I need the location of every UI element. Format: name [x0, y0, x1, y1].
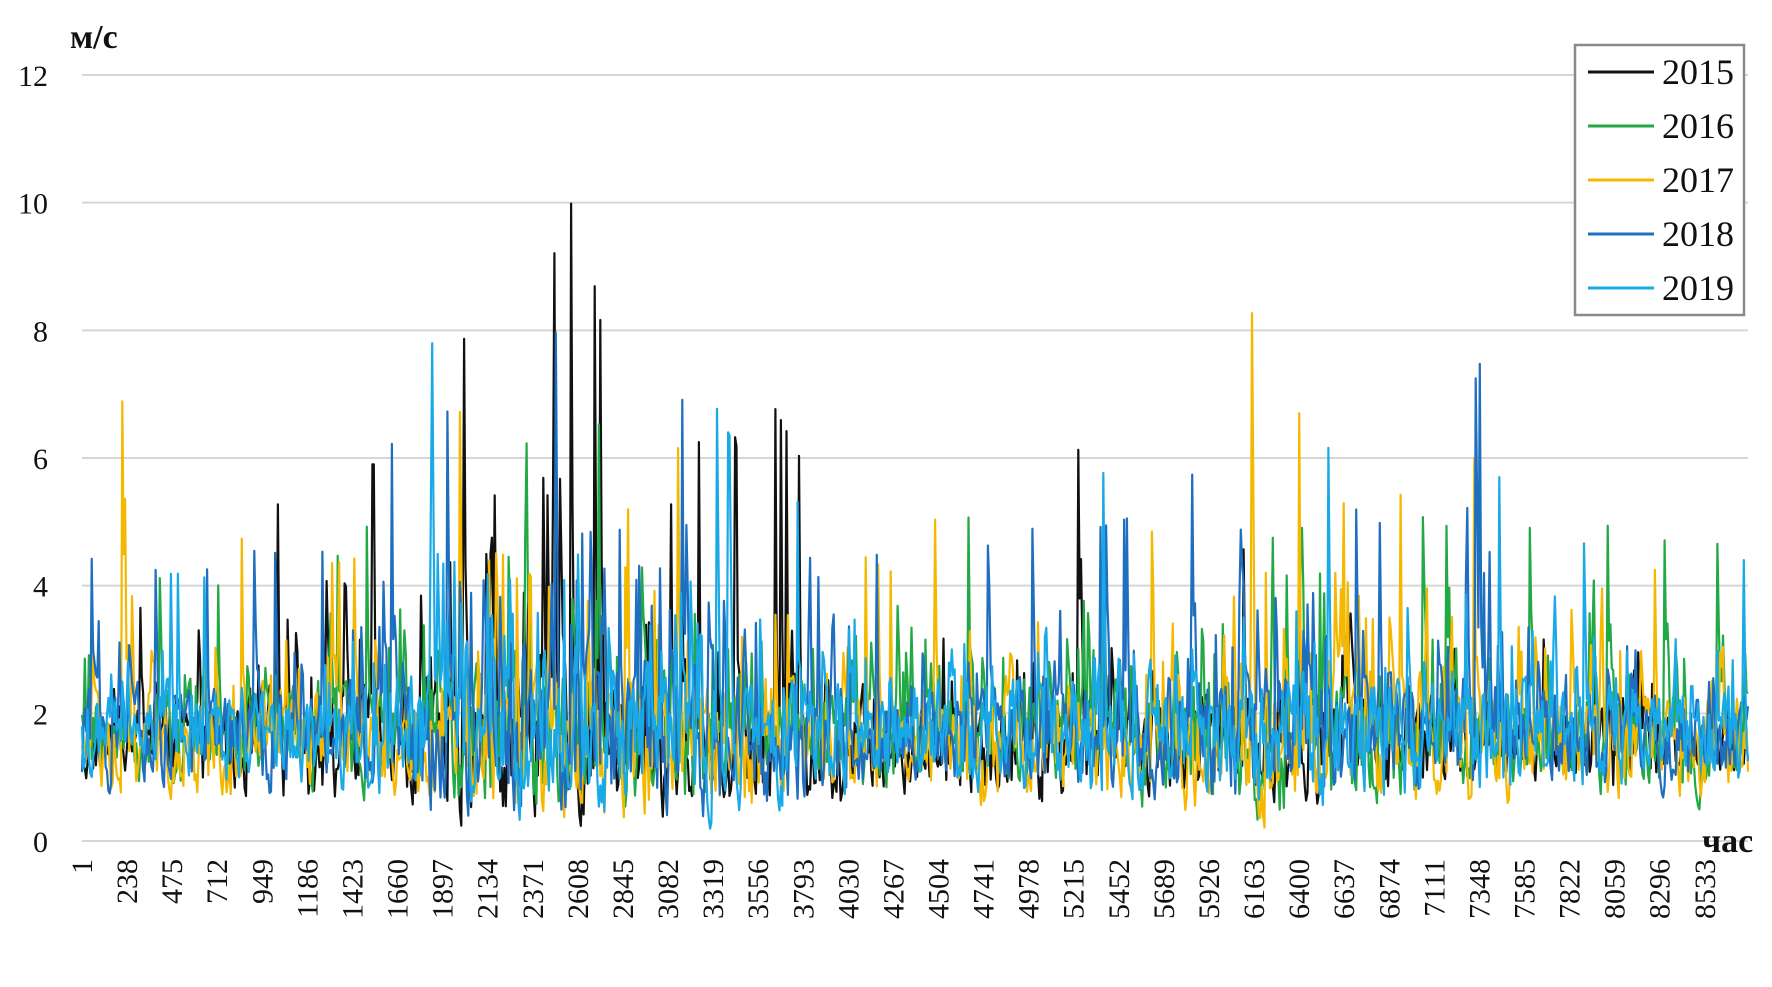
x-tick-label: 6163: [1238, 859, 1271, 919]
legend: 2015 2016 2017 2018 2019: [1573, 43, 1746, 317]
x-tick-label: 4030: [832, 859, 865, 919]
x-tick-label: 3556: [742, 859, 775, 919]
x-tick-label: 6637: [1328, 859, 1361, 919]
x-tick-label: 475: [156, 859, 189, 904]
y-tick-label: 0: [33, 826, 48, 859]
x-tick-label: 6874: [1373, 859, 1406, 919]
series-line-2017: [80, 312, 1750, 829]
y-tick-label: 12: [18, 60, 48, 93]
x-tick-label: 5215: [1058, 859, 1091, 919]
x-axis-unit-label: час: [1702, 823, 1753, 860]
x-tick-label: 5926: [1193, 859, 1226, 919]
x-tick-label: 949: [246, 859, 279, 904]
x-tick-label: 3319: [697, 859, 730, 919]
y-axis-unit-label: м/с: [70, 19, 118, 56]
x-tick-label: 2134: [472, 859, 505, 919]
x-tick-label: 4978: [1013, 859, 1046, 919]
x-tick-label: 1423: [336, 859, 369, 919]
x-tick-label: 7111: [1418, 859, 1451, 917]
x-tick-label: 7822: [1554, 859, 1587, 919]
x-tick-label: 1897: [427, 859, 460, 919]
x-tick-label: 712: [201, 859, 234, 904]
x-tick-label: 4504: [922, 859, 955, 919]
series-line-2019: [80, 342, 1750, 830]
axes: 0 2 4 6 8 10 12 1 238 475 712 949 1186 1423 1660 1897 21…: [18, 60, 1722, 919]
legend-label-2019: 2019: [1662, 268, 1734, 308]
x-tick-label: 5689: [1148, 859, 1181, 919]
y-tick-label: 8: [33, 315, 48, 348]
x-tick-label: 6400: [1283, 859, 1316, 919]
series-layer: [80, 202, 1750, 830]
y-tick-label: 4: [33, 571, 48, 604]
y-tick-label: 10: [18, 188, 48, 221]
x-tick-label: 2608: [562, 859, 595, 919]
x-tick-label: 2845: [607, 859, 640, 919]
legend-label-2017: 2017: [1662, 160, 1734, 200]
x-tick-label: 1660: [382, 859, 415, 919]
x-tick-label: 7348: [1463, 859, 1496, 919]
x-tick-label: 4741: [968, 859, 1001, 919]
x-tick-label: 7585: [1509, 859, 1542, 919]
x-tick-label: 4267: [877, 859, 910, 919]
x-tick-label: 1186: [291, 859, 324, 918]
x-tick-label: 3793: [787, 859, 820, 919]
x-tick-label: 238: [111, 859, 144, 904]
legend-label-2016: 2016: [1662, 106, 1734, 146]
x-tick-label: 8296: [1644, 859, 1677, 919]
x-tick-label: 3082: [652, 859, 685, 919]
legend-label-2015: 2015: [1662, 52, 1734, 92]
legend-label-2018: 2018: [1662, 214, 1734, 254]
x-tick-label: 8533: [1689, 859, 1722, 919]
x-tick-label: 5452: [1103, 859, 1136, 919]
y-tick-label: 6: [33, 443, 48, 476]
y-tick-label: 2: [33, 698, 48, 731]
x-tick-label: 1: [66, 859, 99, 874]
x-tick-label: 2371: [517, 859, 550, 919]
x-tick-label: 8059: [1599, 859, 1632, 919]
